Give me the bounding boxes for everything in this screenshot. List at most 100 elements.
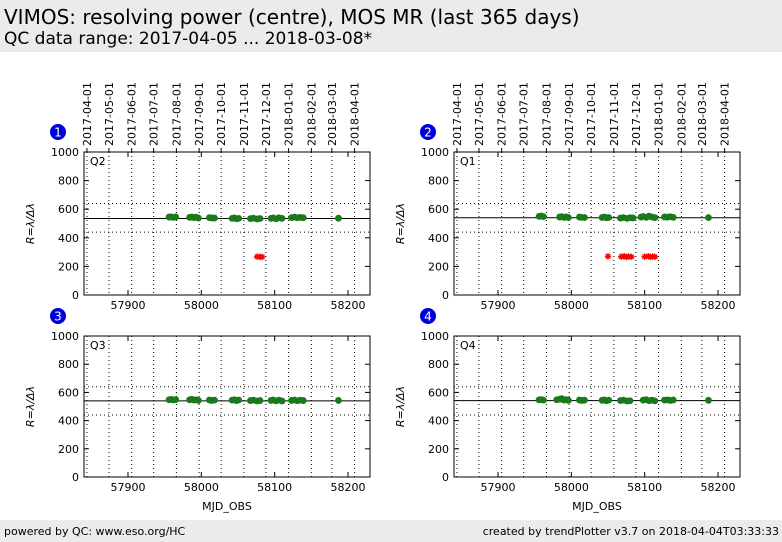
- panel-number-badge: [420, 308, 436, 324]
- panel-label: Q2: [90, 155, 106, 168]
- x-tick-label: 58200: [331, 481, 366, 494]
- panel-label: Q3: [90, 339, 106, 352]
- y-tick-label: 600: [428, 386, 449, 399]
- date-tick-label: 2018-04-01: [719, 82, 732, 146]
- panel-label: Q4: [460, 339, 476, 352]
- panel-number-label: 1: [54, 126, 62, 140]
- x-axis-label: MJD_OBS: [202, 500, 252, 513]
- outlier-point: [628, 253, 635, 261]
- date-tick-label: 2017-04-01: [451, 82, 464, 146]
- panel-number-badge: [50, 124, 66, 140]
- y-tick-label: 200: [58, 443, 79, 456]
- chart-panel-4: 0 200 400 600 800 1000 57900 58000 58100 58200 R=λ…: [394, 308, 741, 513]
- y-tick-label: 400: [58, 415, 79, 428]
- data-point: [299, 397, 307, 404]
- y-tick-label: 800: [428, 358, 449, 371]
- date-tick-label: 2018-03-01: [326, 82, 339, 146]
- y-tick-label: 1000: [421, 330, 449, 343]
- y-tick-label: 600: [58, 203, 79, 216]
- y-axis-label: R=λ/Δλ: [24, 203, 37, 244]
- y-tick-label: 1000: [51, 330, 79, 343]
- footer-generator: created by trendPlotter v3.7 on 2018-04-…: [482, 525, 779, 538]
- y-tick-label: 0: [442, 289, 449, 302]
- y-tick-label: 400: [58, 232, 79, 245]
- outlier-point: [604, 253, 612, 260]
- data-point: [195, 214, 202, 222]
- data-point: [172, 396, 180, 403]
- data-point: [335, 397, 342, 404]
- data-point: [335, 214, 342, 222]
- panel-number-label: 2: [424, 126, 432, 140]
- y-axis-label: R=λ/Δλ: [394, 386, 407, 427]
- date-tick-label: 2017-09-01: [563, 82, 576, 146]
- plot-frame: [453, 335, 741, 478]
- y-tick-label: 600: [428, 203, 449, 216]
- page-subtitle: QC data range: 2017-04-05 ... 2018-03-08…: [4, 29, 373, 49]
- data-point: [256, 215, 264, 222]
- plot-frame: [83, 335, 371, 478]
- x-tick-label: 57900: [111, 299, 146, 312]
- data-point: [651, 214, 659, 222]
- outlier-stroke: [628, 254, 635, 260]
- x-tick-label: 57900: [481, 481, 516, 494]
- y-tick-label: 800: [58, 358, 79, 371]
- y-tick-label: 200: [58, 260, 79, 273]
- chart-panel-3: 0 200 400 600 800 1000 57900 58000 58100 58200 R=λ…: [24, 308, 371, 513]
- date-tick-label: 2017-07-01: [148, 82, 161, 146]
- y-tick-label: 200: [428, 260, 449, 273]
- data-point: [211, 396, 218, 404]
- plot-frame: [83, 151, 371, 296]
- date-tick-label: 2018-01-01: [653, 82, 666, 146]
- data-point: [235, 214, 243, 222]
- data-point: [626, 397, 634, 405]
- y-tick-label: 600: [58, 386, 79, 399]
- data-point: [581, 214, 588, 221]
- data-point: [235, 396, 243, 404]
- data-point: [540, 213, 547, 221]
- y-tick-label: 400: [428, 232, 449, 245]
- y-tick-label: 800: [58, 175, 79, 188]
- date-tick-label: 2017-11-01: [238, 82, 251, 146]
- footer-credit: powered by QC: www.eso.org/HC: [4, 525, 186, 538]
- x-tick-label: 58000: [554, 299, 589, 312]
- footer: powered by QC: www.eso.org/HC created by…: [0, 520, 782, 542]
- x-tick-label: 58200: [331, 299, 366, 312]
- y-tick-label: 800: [428, 175, 449, 188]
- data-point: [651, 397, 659, 405]
- x-tick-label: 58000: [184, 299, 219, 312]
- x-tick-label: 57900: [481, 299, 516, 312]
- date-tick-label: 2017-08-01: [540, 82, 553, 146]
- x-tick-label: 58200: [701, 299, 736, 312]
- data-point: [195, 397, 202, 404]
- x-tick-label: 58200: [701, 481, 736, 494]
- date-tick-label: 2017-06-01: [126, 82, 139, 146]
- page-title: VIMOS: resolving power (centre), MOS MR …: [4, 5, 580, 29]
- data-point: [565, 396, 572, 404]
- x-tick-label: 58000: [554, 481, 589, 494]
- header: VIMOS: resolving power (centre), MOS MR …: [0, 0, 782, 52]
- y-tick-label: 1000: [421, 146, 449, 159]
- date-tick-label: 2018-04-01: [349, 82, 362, 146]
- data-point: [669, 396, 677, 404]
- y-tick-label: 0: [72, 471, 79, 484]
- chart-panel-1: 0 200 400 600 800 1000 57900 58000 58100 58200 201…: [24, 82, 371, 312]
- x-tick-label: 58100: [627, 299, 662, 312]
- y-tick-label: 1000: [51, 146, 79, 159]
- date-tick-label: 2018-01-01: [283, 82, 296, 146]
- data-point: [581, 396, 588, 404]
- y-tick-label: 0: [442, 471, 449, 484]
- outlier-stroke: [605, 253, 611, 260]
- date-tick-label: 2017-07-01: [518, 82, 531, 146]
- data-point: [172, 213, 180, 221]
- outlier-stroke: [652, 254, 658, 260]
- data-point: [540, 396, 547, 404]
- x-tick-label: 58100: [257, 481, 292, 494]
- date-tick-label: 2017-10-01: [215, 82, 228, 146]
- date-tick-label: 2017-04-01: [81, 82, 94, 146]
- panel-number-label: 3: [54, 310, 62, 324]
- chart-panel-2: 0 200 400 600 800 1000 57900 58000 58100 58200 201…: [394, 82, 741, 312]
- date-tick-label: 2017-09-01: [193, 82, 206, 146]
- date-tick-label: 2017-12-01: [260, 82, 273, 146]
- data-point: [705, 396, 712, 404]
